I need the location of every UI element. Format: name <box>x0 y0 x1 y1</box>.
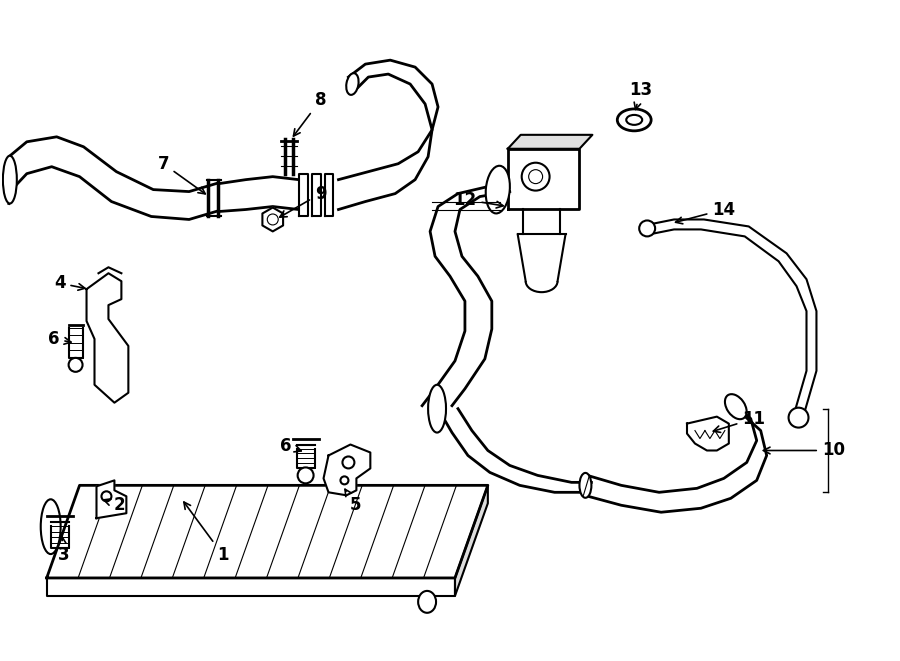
Polygon shape <box>47 578 455 596</box>
Text: 2: 2 <box>104 496 125 514</box>
Text: 8: 8 <box>293 91 327 136</box>
Circle shape <box>68 358 83 372</box>
Circle shape <box>267 214 278 225</box>
Text: 12: 12 <box>454 190 503 209</box>
Polygon shape <box>311 174 320 217</box>
Polygon shape <box>518 235 565 281</box>
Text: 3: 3 <box>58 537 69 564</box>
Text: 5: 5 <box>345 489 361 514</box>
Ellipse shape <box>617 109 652 131</box>
Polygon shape <box>323 444 370 495</box>
Ellipse shape <box>626 115 643 125</box>
Circle shape <box>639 221 655 237</box>
Circle shape <box>102 491 112 501</box>
Circle shape <box>528 170 543 184</box>
Polygon shape <box>96 481 126 518</box>
Polygon shape <box>523 208 560 235</box>
Polygon shape <box>508 135 592 149</box>
Circle shape <box>343 457 355 469</box>
Ellipse shape <box>418 591 436 613</box>
Text: 10: 10 <box>763 442 845 459</box>
Ellipse shape <box>3 156 17 204</box>
Circle shape <box>522 163 550 190</box>
Text: 6: 6 <box>280 436 302 455</box>
Text: 1: 1 <box>184 502 229 564</box>
Polygon shape <box>508 149 580 208</box>
Ellipse shape <box>428 385 446 432</box>
Circle shape <box>340 477 348 485</box>
Circle shape <box>788 408 808 428</box>
Text: 6: 6 <box>48 330 71 348</box>
Circle shape <box>298 467 313 483</box>
Polygon shape <box>455 485 488 596</box>
Polygon shape <box>687 416 729 451</box>
Polygon shape <box>263 208 284 231</box>
Ellipse shape <box>346 73 358 95</box>
Text: 13: 13 <box>630 81 652 110</box>
Polygon shape <box>47 485 488 578</box>
Text: 7: 7 <box>158 155 205 194</box>
Ellipse shape <box>40 499 60 554</box>
Ellipse shape <box>580 473 591 498</box>
Text: 11: 11 <box>714 410 765 432</box>
Polygon shape <box>86 273 129 403</box>
Text: 4: 4 <box>54 274 85 292</box>
Polygon shape <box>325 174 334 217</box>
Ellipse shape <box>486 166 510 214</box>
Polygon shape <box>299 174 308 217</box>
Ellipse shape <box>724 394 747 419</box>
Text: 14: 14 <box>676 200 735 224</box>
Text: 9: 9 <box>280 184 327 217</box>
